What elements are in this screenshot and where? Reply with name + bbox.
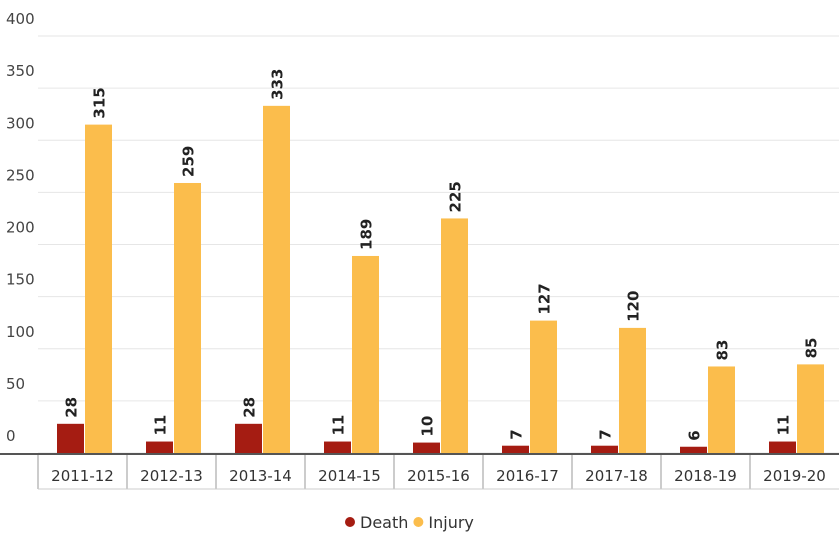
bar: [146, 441, 173, 453]
y-tick-label: 350: [6, 62, 35, 80]
value-label: 28: [241, 397, 259, 418]
bar: [530, 320, 557, 453]
x-tick-label: 2017-18: [585, 467, 648, 485]
x-tick-label: 2016-17: [496, 467, 559, 485]
legend-label: Death: [360, 513, 408, 532]
x-tick-label: 2011-12: [51, 467, 114, 485]
value-label: 333: [269, 69, 287, 100]
value-label: 11: [330, 415, 348, 436]
bar: [174, 182, 201, 453]
x-tick-label: 2018-19: [674, 467, 737, 485]
value-label: 85: [803, 338, 821, 359]
bar: [619, 327, 646, 453]
bar: [57, 423, 84, 453]
bar: [263, 105, 290, 453]
y-tick-label: 0: [6, 427, 16, 445]
value-label: 11: [775, 415, 793, 436]
bar: [708, 366, 735, 453]
value-label: 11: [152, 415, 170, 436]
bar: [235, 423, 262, 453]
y-tick-label: 50: [6, 375, 25, 393]
value-label: 7: [597, 429, 615, 439]
bar: [324, 441, 351, 453]
bar: [441, 218, 468, 453]
bar: [502, 445, 529, 453]
legend-swatch: [345, 517, 355, 527]
bar: [591, 445, 618, 453]
bar: [797, 364, 824, 453]
y-tick-label: 150: [6, 271, 35, 289]
value-label: 259: [180, 146, 198, 177]
value-label: 7: [508, 429, 526, 439]
y-tick-label: 200: [6, 219, 35, 237]
legend-label: Injury: [428, 513, 474, 532]
legend-swatch: [413, 517, 424, 527]
value-label: 189: [358, 219, 376, 250]
x-tick-label: 2015-16: [407, 467, 470, 485]
value-label: 28: [63, 397, 81, 418]
value-label: 83: [714, 340, 732, 361]
y-tick-label: 400: [6, 10, 35, 28]
legend: Death Injury: [345, 513, 474, 532]
value-label: 225: [447, 181, 465, 212]
bar: [352, 255, 379, 453]
value-label: 10: [419, 416, 437, 437]
x-tick-label: 2019-20: [763, 467, 826, 485]
value-label: 127: [536, 283, 554, 314]
value-label: 120: [625, 291, 643, 322]
x-tick-label: 2014-15: [318, 467, 381, 485]
y-tick-label: 300: [6, 114, 35, 132]
x-tick-label: 2012-13: [140, 467, 203, 485]
y-tick-label: 250: [6, 166, 35, 184]
bar: [680, 446, 707, 453]
bar: [85, 124, 112, 454]
value-label: 6: [686, 430, 704, 440]
bar: [769, 441, 796, 453]
x-tick-label: 2013-14: [229, 467, 292, 485]
y-tick-label: 100: [6, 323, 35, 341]
value-label: 315: [91, 87, 109, 118]
bar: [413, 442, 440, 453]
